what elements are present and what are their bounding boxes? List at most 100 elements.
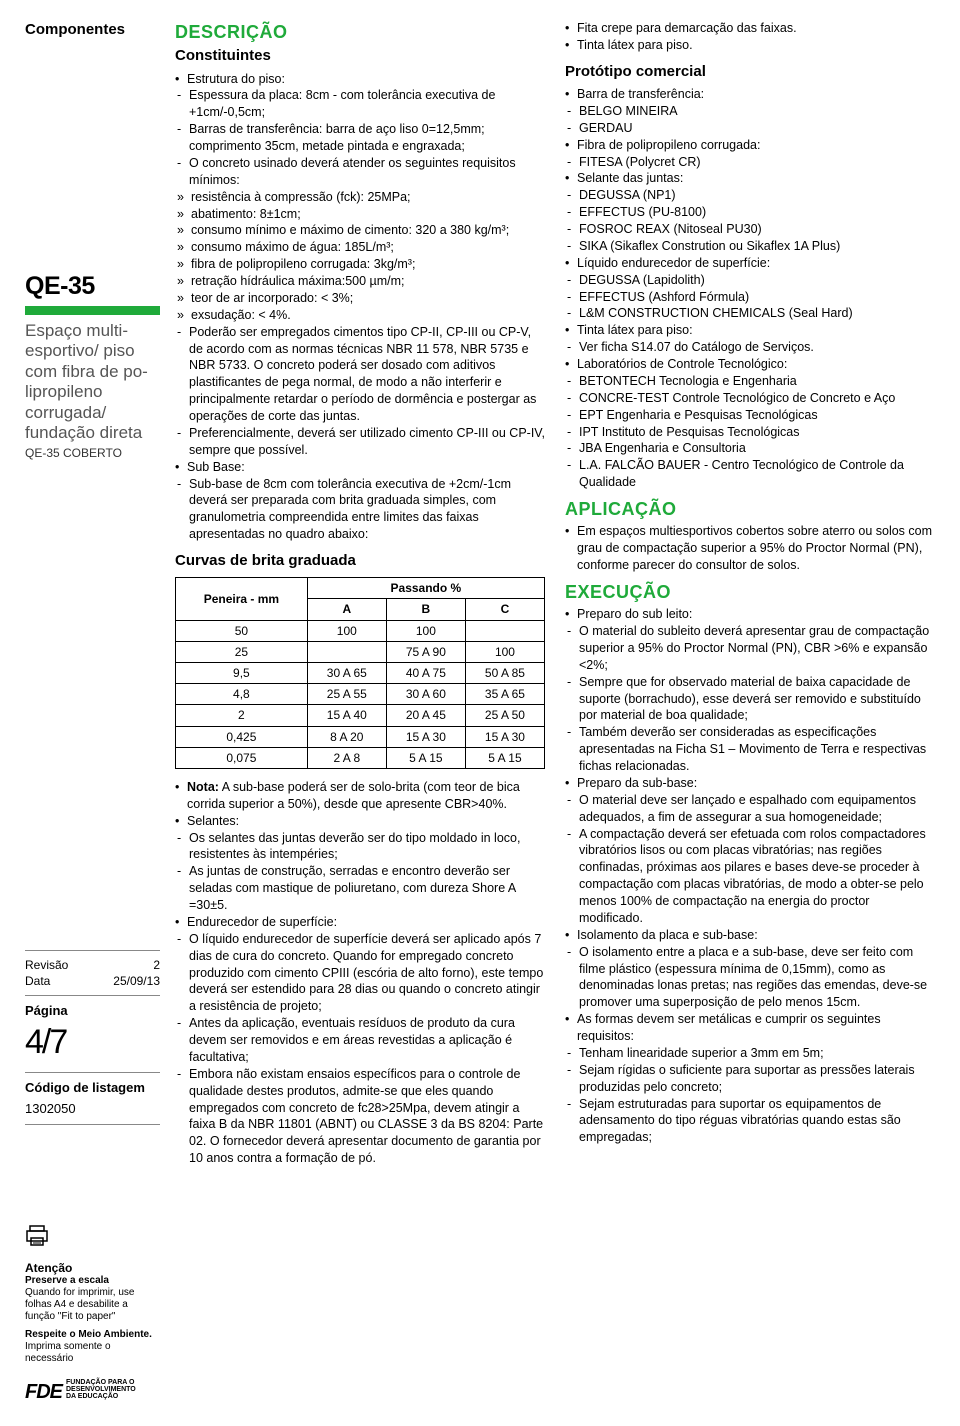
req-item: consumo mínimo e máximo de cimento: 320 …	[175, 222, 545, 239]
concreto-intro: O concreto usinado deverá atender os seg…	[175, 155, 545, 189]
list-item: A compactação deverá ser efetuada com ro…	[565, 826, 935, 927]
environment-header: Respeite o Meio Ambiente.	[25, 1329, 160, 1341]
revision-label: Revisão	[25, 957, 68, 973]
list-item: EPT Engenharia e Pesquisas Tecnológicas	[565, 407, 935, 424]
endurecedor-header: Endurecedor de superfície:	[175, 914, 545, 931]
selante-item: As juntas de construção, serradas e enco…	[175, 863, 545, 914]
listing-code-value: 1302050	[25, 1100, 160, 1118]
list-item: Sempre que for observado material de bai…	[565, 674, 935, 725]
th-c: C	[465, 599, 544, 620]
th-peneira: Peneira - mm	[176, 578, 308, 620]
barra-header: Barra de transferência:	[565, 86, 935, 103]
revision-block: Revisão 2 Data 25/09/13	[25, 950, 160, 996]
fde-line3: DA EDUCAÇÃO	[66, 1393, 136, 1400]
tinta-piso-header: Tinta látex para piso:	[565, 322, 935, 339]
list-item: JBA Engenharia e Consultoria	[565, 440, 935, 457]
date-label: Data	[25, 973, 50, 989]
th-a: A	[307, 599, 386, 620]
endurecedor-item: O líquido endurecedor de superfície deve…	[175, 931, 545, 1015]
th-b: B	[386, 599, 465, 620]
prep-subbase-header: Preparo da sub-base:	[565, 775, 935, 792]
page-number: 4/7	[25, 1020, 160, 1066]
list-item: EFFECTUS (PU-8100)	[565, 204, 935, 221]
isolamento-header: Isolamento da placa e sub-base:	[565, 927, 935, 944]
subbase-text: Sub-base de 8cm com tolerância executiva…	[175, 476, 545, 544]
subbase-header: Sub Base:	[175, 459, 545, 476]
list-item: GERDAU	[565, 120, 935, 137]
req-item: teor de ar incorporado: < 3%;	[175, 290, 545, 307]
list-item: O isolamento entre a placa e a sub-base,…	[565, 944, 935, 1012]
heading-prototipo: Protótipo comercial	[565, 62, 935, 82]
list-item: Sejam estruturadas para suportar os equi…	[565, 1096, 935, 1147]
selante-item: Os selantes das juntas deverão ser do ti…	[175, 830, 545, 864]
heading-execucao: EXECUÇÃO	[565, 580, 935, 604]
sidebar: Componentes QE-35 Espaço multi-esportivo…	[25, 20, 175, 1406]
laboratorios-header: Laboratórios de Controle Tecnológico:	[565, 356, 935, 373]
tinta-item: Tinta látex para piso.	[565, 37, 935, 54]
estrutura-piso-header: Estrutura do piso:	[175, 71, 545, 88]
req-item: resistência à compressão (fck): 25MPa;	[175, 189, 545, 206]
nota-item: Nota: A sub-base poderá ser de solo-brit…	[175, 779, 545, 813]
table-row: 2575 A 90100	[176, 641, 545, 662]
th-passando: Passando %	[307, 578, 544, 599]
product-title: Espaço multi-esportivo/ piso com fibra d…	[25, 321, 160, 443]
heading-descricao: DESCRIÇÃO	[175, 20, 545, 44]
list-item: O material do subleito deverá apresentar…	[565, 623, 935, 674]
list-item: Tenham linearidade superior a 3mm em 5m;	[565, 1045, 935, 1062]
heading-constituintes: Constituintes	[175, 46, 545, 66]
endurecedor-item: Embora não existam ensaios específicos p…	[175, 1066, 545, 1167]
table-row: 4,825 A 5530 A 6035 A 65	[176, 684, 545, 705]
list-item: O material deve ser lançado e espalhado …	[565, 792, 935, 826]
list-item: FOSROC REAX (Nitoseal PU30)	[565, 221, 935, 238]
main-content: DESCRIÇÃO Constituintes Estrutura do pis…	[175, 20, 935, 1406]
list-item: Sejam rígidas o suficiente para suportar…	[565, 1062, 935, 1096]
barras-item: Barras de transferência: barra de aço li…	[175, 121, 545, 155]
date-value: 25/09/13	[113, 973, 160, 989]
selantes-header: Selantes:	[175, 813, 545, 830]
attention-header: Atenção	[25, 1261, 160, 1275]
list-item: DEGUSSA (Lapidolith)	[565, 272, 935, 289]
table-row: 215 A 4020 A 4525 A 50	[176, 705, 545, 726]
printer-icon	[25, 1225, 160, 1255]
req-item: exsudação: < 4%.	[175, 307, 545, 324]
attention-block: Atenção Preserve a escala Quando for imp…	[25, 1261, 160, 1371]
heading-aplicacao: APLICAÇÃO	[565, 497, 935, 521]
listing-code-block: Código de listagem 1302050	[25, 1073, 160, 1125]
product-code: QE-35	[25, 270, 160, 304]
componentes-header: Componentes	[25, 20, 160, 40]
list-item: BELGO MINEIRA	[565, 103, 935, 120]
req-item: abatimento: 8±1cm;	[175, 206, 545, 223]
list-item: IPT Instituto de Pesquisas Tecnológicas	[565, 424, 935, 441]
formas-header: As formas devem ser metálicas e cumprir …	[565, 1011, 935, 1045]
selante-juntas-header: Selante das juntas:	[565, 170, 935, 187]
green-bar	[25, 306, 160, 315]
espessura-item: Espessura da placa: 8cm - com tolerância…	[175, 87, 545, 121]
req-item: retração hídráulica máxima:500 µm/m;	[175, 273, 545, 290]
list-item: DEGUSSA (NP1)	[565, 187, 935, 204]
revision-value: 2	[153, 957, 160, 973]
fde-mark-icon: FDE	[25, 1379, 62, 1406]
list-item: SIKA (Sikaflex Constrution ou Sikaflex 1…	[565, 238, 935, 255]
table-row: 0,0752 A 85 A 155 A 15	[176, 747, 545, 768]
table-row: 9,530 A 6540 A 7550 A 85	[176, 663, 545, 684]
page-label: Página	[25, 1002, 160, 1020]
fibra-header: Fibra de polipropileno corrugada:	[565, 137, 935, 154]
column-left: DESCRIÇÃO Constituintes Estrutura do pis…	[175, 20, 545, 1406]
list-item: L&M CONSTRUCTION CHEMICALS (Seal Hard)	[565, 305, 935, 322]
attention-sub: Preserve a escala	[25, 1275, 160, 1287]
cimentos-item: Poderão ser empregados cimentos tipo CP-…	[175, 324, 545, 425]
list-item: FITESA (Polycret CR)	[565, 154, 935, 171]
heading-curvas: Curvas de brita graduada	[175, 551, 545, 571]
table-row: 50100100	[176, 620, 545, 641]
list-item: EFFECTUS (Ashford Fórmula)	[565, 289, 935, 306]
attention-text: Quando for imprimir, use folhas A4 e des…	[25, 1287, 160, 1323]
page-block: Página 4/7	[25, 996, 160, 1072]
req-item: consumo máximo de água: 185L/m³;	[175, 239, 545, 256]
endurecedor-item: Antes da aplicação, eventuais resíduos d…	[175, 1015, 545, 1066]
fita-item: Fita crepe para demarcação das faixas.	[565, 20, 935, 37]
prefer-item: Preferencialmente, deverá ser utilizado …	[175, 425, 545, 459]
list-item: L.A. FALCÃO BAUER - Centro Tecnológico d…	[565, 457, 935, 491]
column-right: Fita crepe para demarcação das faixas. T…	[565, 20, 935, 1406]
fde-line2: DESENVOLVIMENTO	[66, 1386, 136, 1393]
fde-logo: FDE FUNDAÇÃO PARA O DESENVOLVIMENTO DA E…	[25, 1379, 160, 1406]
